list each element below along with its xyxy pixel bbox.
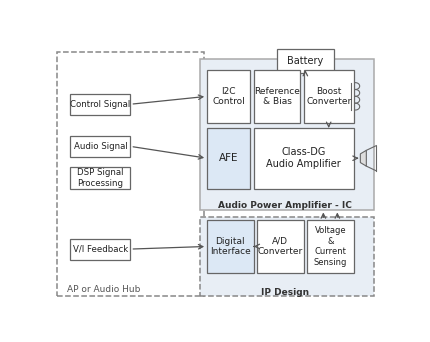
Text: V/I Feedback: V/I Feedback [73,245,128,253]
Text: DSP Signal
Processing: DSP Signal Processing [77,168,124,188]
Text: Audio Power Amplifier - IC: Audio Power Amplifier - IC [218,201,352,210]
FancyBboxPatch shape [200,60,374,210]
FancyBboxPatch shape [71,168,130,188]
Text: AFE: AFE [219,153,239,163]
Text: Voltage
&
Current
Sensing: Voltage & Current Sensing [313,226,347,266]
FancyBboxPatch shape [71,239,130,260]
Polygon shape [360,150,366,166]
FancyBboxPatch shape [304,70,353,123]
Text: A/D
Converter: A/D Converter [258,237,303,256]
Text: Battery: Battery [287,56,323,66]
FancyBboxPatch shape [257,220,304,273]
FancyBboxPatch shape [207,220,254,273]
FancyBboxPatch shape [277,49,334,73]
Text: I2C
Control: I2C Control [212,87,245,106]
Text: Reference
& Bias: Reference & Bias [254,87,300,106]
Text: AP or Audio Hub: AP or Audio Hub [67,285,141,294]
Text: IP Design: IP Design [261,288,310,297]
FancyBboxPatch shape [207,70,250,123]
Text: Class-DG
Audio Amplifier: Class-DG Audio Amplifier [266,147,341,169]
Text: Digital
Interface: Digital Interface [210,237,251,256]
FancyBboxPatch shape [307,220,353,273]
FancyBboxPatch shape [254,70,300,123]
FancyBboxPatch shape [207,128,250,188]
FancyBboxPatch shape [254,128,353,188]
Text: Boost
Converter: Boost Converter [306,87,351,106]
FancyBboxPatch shape [200,218,374,297]
Text: Control Signal: Control Signal [70,100,131,109]
FancyBboxPatch shape [71,136,130,157]
Text: Audio Signal: Audio Signal [74,142,127,151]
FancyBboxPatch shape [71,94,130,115]
